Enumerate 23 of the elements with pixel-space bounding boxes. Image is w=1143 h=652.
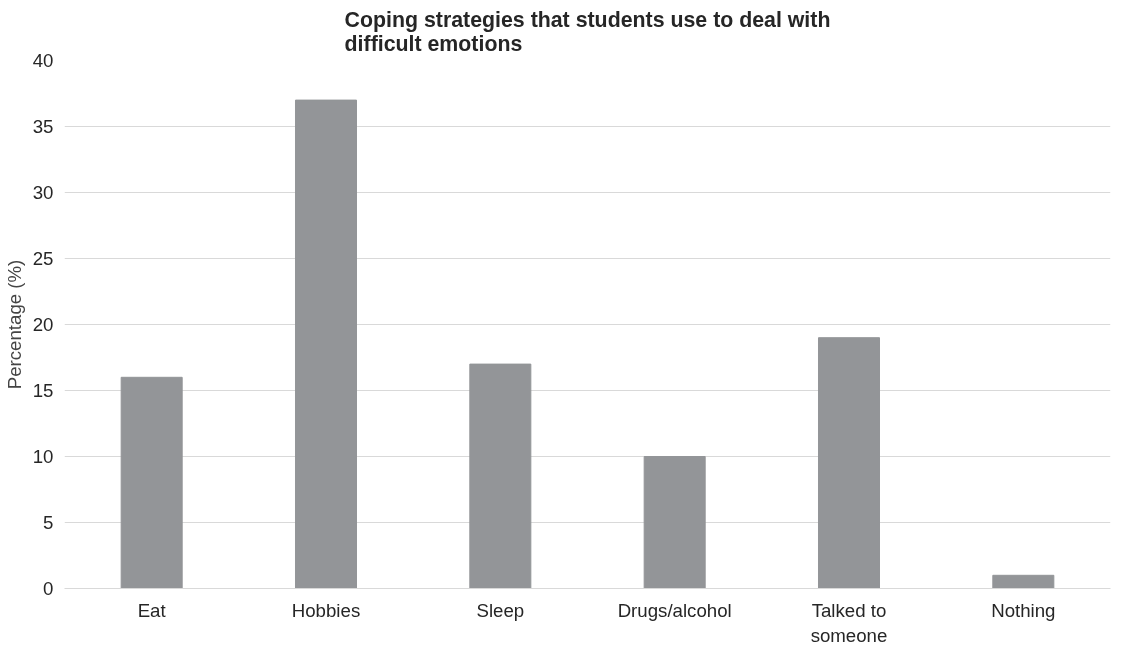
bar [643,456,706,589]
y-axis-title: Percentage (%) [3,259,25,390]
x-tick-label: Talked to someone [810,599,888,646]
y-tick-label: 25 [32,248,54,269]
x-tick-label: Eat [137,599,167,621]
x-tick-label: Nothing [991,599,1056,621]
bar [294,99,358,589]
y-tick-label: 35 [32,116,54,137]
bar [992,574,1055,589]
chart-title: Coping strategies that students use to deal with difficult emotions [344,7,831,56]
y-tick-label: 0 [43,578,54,599]
x-tick-label: Hobbies [291,599,361,621]
y-tick-label: 40 [32,50,54,71]
y-tick-label: 15 [32,380,54,401]
y-tick-label: 30 [32,182,54,203]
x-tick-label: Sleep [476,599,525,621]
bar [817,337,881,589]
y-tick-label: 5 [43,512,54,533]
y-tick-label: 10 [32,446,54,467]
bar [120,376,183,589]
y-tick-label: 20 [32,314,54,335]
bar [469,363,532,589]
x-tick-label: Drugs/alcohol [617,599,732,621]
